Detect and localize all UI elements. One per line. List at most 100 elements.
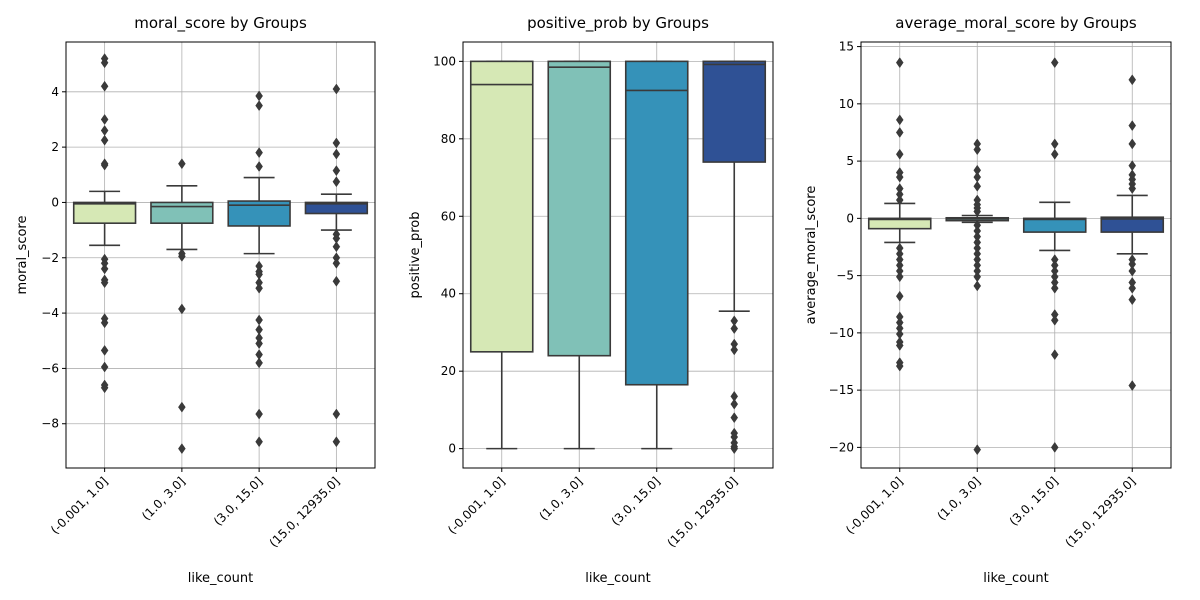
outlier-point [100,125,109,136]
y-axis-label: positive_prob [408,211,423,298]
box-group [150,158,214,455]
outlier-point [895,271,904,283]
outlier-point [973,171,982,183]
outlier-point [1128,294,1137,306]
x-tick-label: (1.0, 3.0] [934,474,983,523]
y-tick-label: 0 [846,211,854,225]
outlier-point [178,401,186,413]
outlier-point [255,338,263,349]
outlier-point [100,114,109,125]
outlier-point [895,171,904,183]
outlier-point [973,271,982,283]
grid-lines [861,42,1171,468]
outlier-point [895,290,904,302]
box-group [702,60,767,455]
box-group [945,138,1010,456]
outlier-point [255,436,263,448]
y-ticks: −20 −15 −10 −5 0 5 10 15 [829,40,861,454]
y-tick-label: 0 [51,195,59,209]
x-tick-label: (3.0, 15.0] [1007,474,1061,528]
y-tick-label: −20 [829,440,854,454]
outlier-point [100,361,109,373]
x-axis-label: like_count [585,571,650,586]
outlier-point [1050,441,1059,453]
outlier-point [730,323,739,335]
outlier-point [895,57,904,69]
outlier-point [1128,138,1137,150]
average-moral-score-panel: −20 −15 −10 −5 0 5 10 15 (-0.001, 1.0] (1.0, 3.0… [804,14,1172,586]
outlier-point [255,100,263,112]
outlier-point [332,241,341,253]
y-tick-label: 4 [51,85,59,99]
outlier-point [255,90,263,102]
outlier-point [730,398,739,410]
y-tick-label: 20 [441,364,456,378]
x-tick-label: (15.0, 12935.0] [664,474,740,550]
plot-frame [65,41,376,469]
outlier-point [1050,349,1059,361]
boxes [72,53,369,455]
y-tick-label: 5 [846,154,854,168]
outlier-point [178,443,186,455]
outlier-point [895,114,904,126]
outlier-point [730,443,739,455]
outlier-point [1050,148,1059,160]
boxes [867,57,1165,456]
outlier-point [332,436,341,448]
outlier-point [178,158,186,170]
box-group [1022,57,1087,453]
outlier-point [973,206,982,217]
x-tick-label: (1.0, 3.0] [139,474,188,523]
box-group [547,60,612,450]
outlier-point [100,57,109,69]
y-tick-label: −5 [836,269,854,283]
x-axis-label: like_count [188,571,253,586]
y-tick-label: 15 [839,40,854,54]
outlier-point [100,277,109,289]
outlier-point [973,444,982,456]
box-iqr [547,60,612,357]
outlier-point [100,344,109,356]
y-tick-label: 60 [441,209,456,223]
x-tick-label: (-0.001, 1.0] [843,474,906,537]
box-iqr [72,201,137,224]
outlier-point [973,144,982,156]
outlier-point [1050,314,1059,326]
outlier-point [332,176,341,188]
y-tick-label: −6 [41,361,59,375]
outlier-point [332,408,341,420]
outlier-point [100,80,109,92]
box-group [469,60,534,450]
x-tick-label: (3.0, 15.0] [211,474,265,528]
outlier-point [1050,57,1059,69]
outlier-point [1128,74,1137,86]
positive-prob-panel: 0 20 40 60 80 100 (-0.001, 1.0] (1.0, 3.0] (3.0… [408,14,774,586]
y-tick-label: 40 [441,287,456,301]
box-group [227,90,291,448]
outlier-point [100,159,109,171]
outlier-point [895,340,904,351]
box-iqr [624,60,689,386]
y-axis-label: average_moral_score [804,186,819,325]
outlier-point [895,148,904,160]
outlier-point [255,314,263,326]
y-tick-label: 0 [448,442,456,456]
outlier-point [100,382,109,394]
outlier-point [895,360,904,372]
x-tick-label: (3.0, 15.0] [609,474,663,528]
outlier-point [178,303,186,315]
outlier-point [1128,183,1137,195]
y-ticks: 0 20 40 60 80 100 [433,54,463,456]
outlier-point [1050,138,1059,150]
box-group [624,60,689,450]
box-iqr [304,201,369,215]
outlier-point [332,257,341,269]
y-tick-label: −4 [41,306,59,320]
outlier-point [1050,282,1059,294]
outlier-point [178,250,186,262]
outlier-point [255,147,263,159]
x-tick-label: (-0.001, 1.0] [445,474,508,537]
x-ticks: (-0.001, 1.0] (1.0, 3.0] (3.0, 15.0] (15.0,… [48,468,342,550]
outlier-point [895,194,904,206]
x-tick-label: (15.0, 12935.0] [1062,474,1138,550]
